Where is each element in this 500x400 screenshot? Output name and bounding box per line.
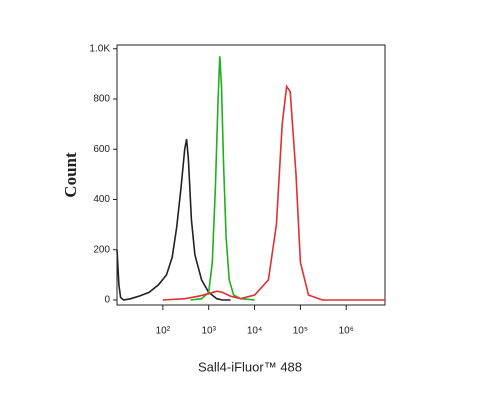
plot-frame (116, 44, 386, 306)
x-tick-label: 10⁶ (339, 326, 354, 337)
x-axis-title: Sall4-iFluor™ 488 (198, 359, 302, 374)
x-tick-label: 10⁴ (247, 326, 262, 337)
x-tick-label: 10² (156, 326, 171, 337)
y-axis-title: Count (61, 152, 80, 198)
histogram-line (162, 84, 385, 301)
x-tick-label: 10⁵ (293, 326, 308, 337)
y-tick-label: 800 (93, 94, 110, 105)
y-tick-label: 400 (93, 194, 110, 205)
y-tick-label: 200 (93, 244, 110, 255)
histogram-line (190, 56, 255, 301)
y-tick-label: 0 (104, 295, 110, 306)
x-tick-label: 10³ (201, 326, 216, 337)
y-tick-label: 600 (93, 144, 110, 155)
histogram-line (116, 139, 231, 301)
y-tick-label: 1.0K (89, 43, 110, 54)
